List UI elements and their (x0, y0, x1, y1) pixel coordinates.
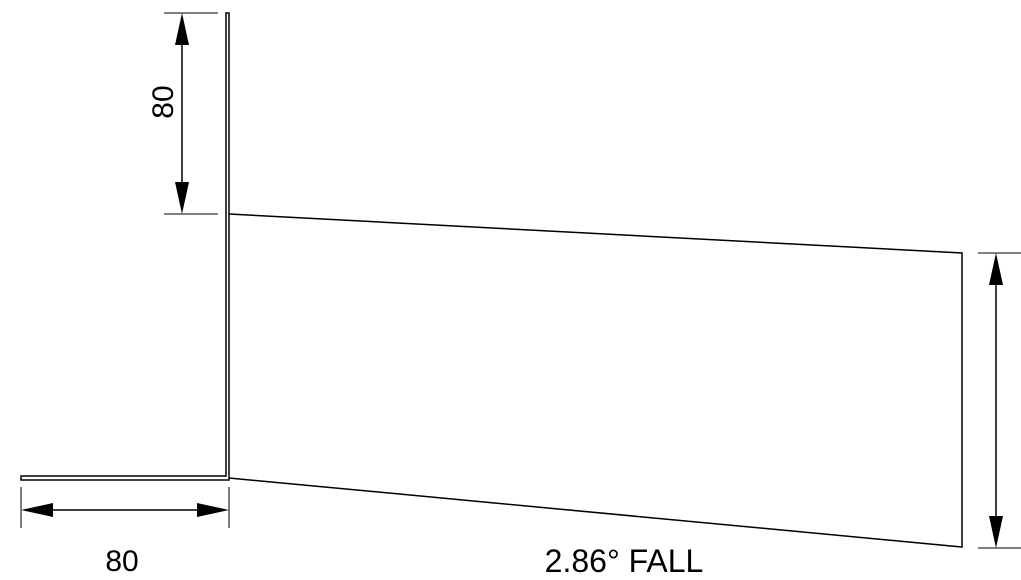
flashing-profile (20, 12, 230, 481)
base-length-dimension: 80 (20, 487, 230, 578)
arrowhead-down (175, 182, 189, 214)
arrowhead-up (989, 253, 1003, 285)
upstand-height-label: 80 (147, 85, 180, 118)
arrowhead-down (989, 516, 1003, 548)
sloped-panel-outline (228, 213, 963, 548)
fall-label: 2.86° FALL (545, 543, 704, 579)
arrowhead-up (175, 13, 189, 45)
arrowhead-left (21, 503, 53, 517)
front-height-dimension: 100 (978, 252, 1021, 549)
base-length-label: 80 (105, 545, 138, 578)
arrowhead-right (197, 503, 229, 517)
upstand-height-dimension: 80 (147, 12, 218, 215)
